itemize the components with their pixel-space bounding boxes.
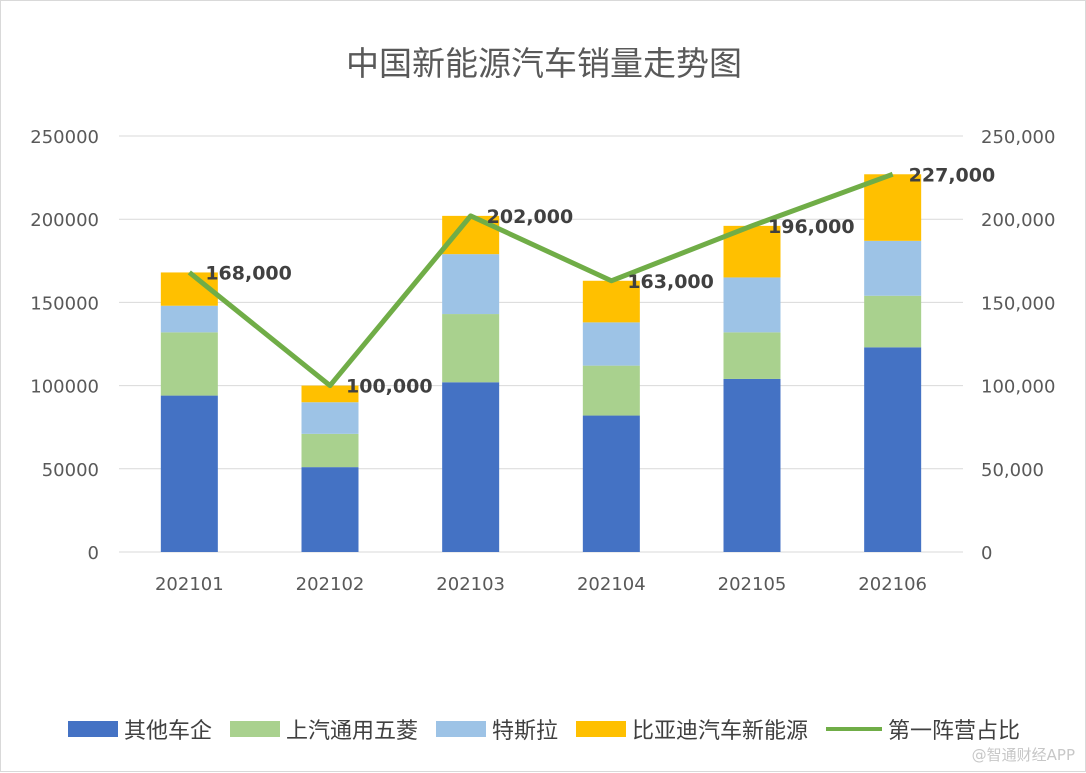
y-left-tick-label: 0	[88, 543, 99, 564]
legend-label: 特斯拉	[491, 719, 558, 744]
legend-item: 第一阵营占比	[826, 713, 1020, 745]
bar-segment	[582, 415, 640, 552]
legend-label: 其他车企	[123, 719, 212, 744]
x-tick-label: 202102	[296, 574, 365, 595]
x-tick-label: 202105	[718, 574, 787, 595]
bar-segment	[301, 385, 359, 403]
bar-segment	[301, 433, 359, 468]
x-tick-label: 202106	[858, 574, 927, 595]
legend-label: 上汽通用五菱	[285, 719, 418, 744]
y-left-tick-label: 150000	[30, 293, 99, 314]
bar-segment	[301, 467, 359, 552]
bar-segment	[723, 332, 781, 379]
y-right-tick-label: 50,000	[981, 460, 1044, 481]
y-right-tick-label: 0	[981, 543, 992, 564]
bar-segment	[723, 378, 781, 552]
bar-segment	[442, 314, 500, 383]
y-left-tick-label: 200000	[30, 210, 99, 231]
y-right-tick-label: 250,000	[981, 127, 1055, 148]
legend-item: 其他车企	[67, 713, 212, 745]
bar-segment	[864, 295, 922, 348]
legend-label: 比亚迪汽车新能源	[632, 719, 809, 744]
x-tick-label: 202101	[155, 574, 224, 595]
line-data-label: 202,000	[487, 206, 574, 228]
y-right-tick-label: 200,000	[981, 210, 1055, 231]
legend-item: 比亚迪汽车新能源	[576, 713, 808, 745]
legend-label: 第一阵营占比	[888, 719, 1021, 744]
bar-segment	[160, 332, 218, 396]
chart-legend: 其他车企 上汽通用五菱 特斯拉 比亚迪汽车新能源 第一阵营占比	[1, 713, 1086, 745]
line-data-label: 196,000	[768, 216, 855, 238]
bar-segment	[301, 402, 359, 434]
y-left-tick-label: 250000	[30, 127, 99, 148]
bar-segment	[582, 322, 640, 366]
bar-segment	[582, 365, 640, 416]
legend-item: 上汽通用五菱	[229, 713, 418, 745]
legend-swatch	[67, 721, 118, 737]
y-left-tick-label: 100000	[30, 377, 99, 398]
legend-swatch	[826, 727, 883, 731]
bar-segment	[723, 277, 781, 333]
watermark: @智通财经APP	[971, 746, 1075, 764]
bar-segment	[160, 395, 218, 552]
legend-swatch	[229, 721, 280, 737]
legend-swatch	[435, 721, 486, 737]
legend-swatch	[576, 721, 626, 737]
bar-segment	[160, 305, 218, 333]
legend-item: 特斯拉	[435, 713, 558, 745]
line-data-label: 168,000	[205, 262, 292, 284]
bar-segment	[442, 254, 500, 315]
line-data-label: 227,000	[909, 164, 996, 186]
bar-segment	[442, 382, 500, 552]
line-data-label: 163,000	[627, 271, 714, 293]
x-tick-label: 202104	[577, 574, 646, 595]
line-data-label: 100,000	[346, 376, 433, 398]
y-right-tick-label: 150,000	[981, 293, 1055, 314]
bar-segment	[864, 347, 922, 552]
x-tick-label: 202103	[436, 574, 505, 595]
line-series	[187, 171, 894, 389]
y-right-tick-label: 100,000	[981, 377, 1055, 398]
chart-title: 中国新能源汽车销量走势图	[346, 44, 742, 83]
bar-segment	[864, 240, 922, 296]
bar-segment	[864, 174, 922, 241]
y-left-tick-label: 50000	[42, 460, 99, 481]
bar-segment	[582, 280, 640, 323]
